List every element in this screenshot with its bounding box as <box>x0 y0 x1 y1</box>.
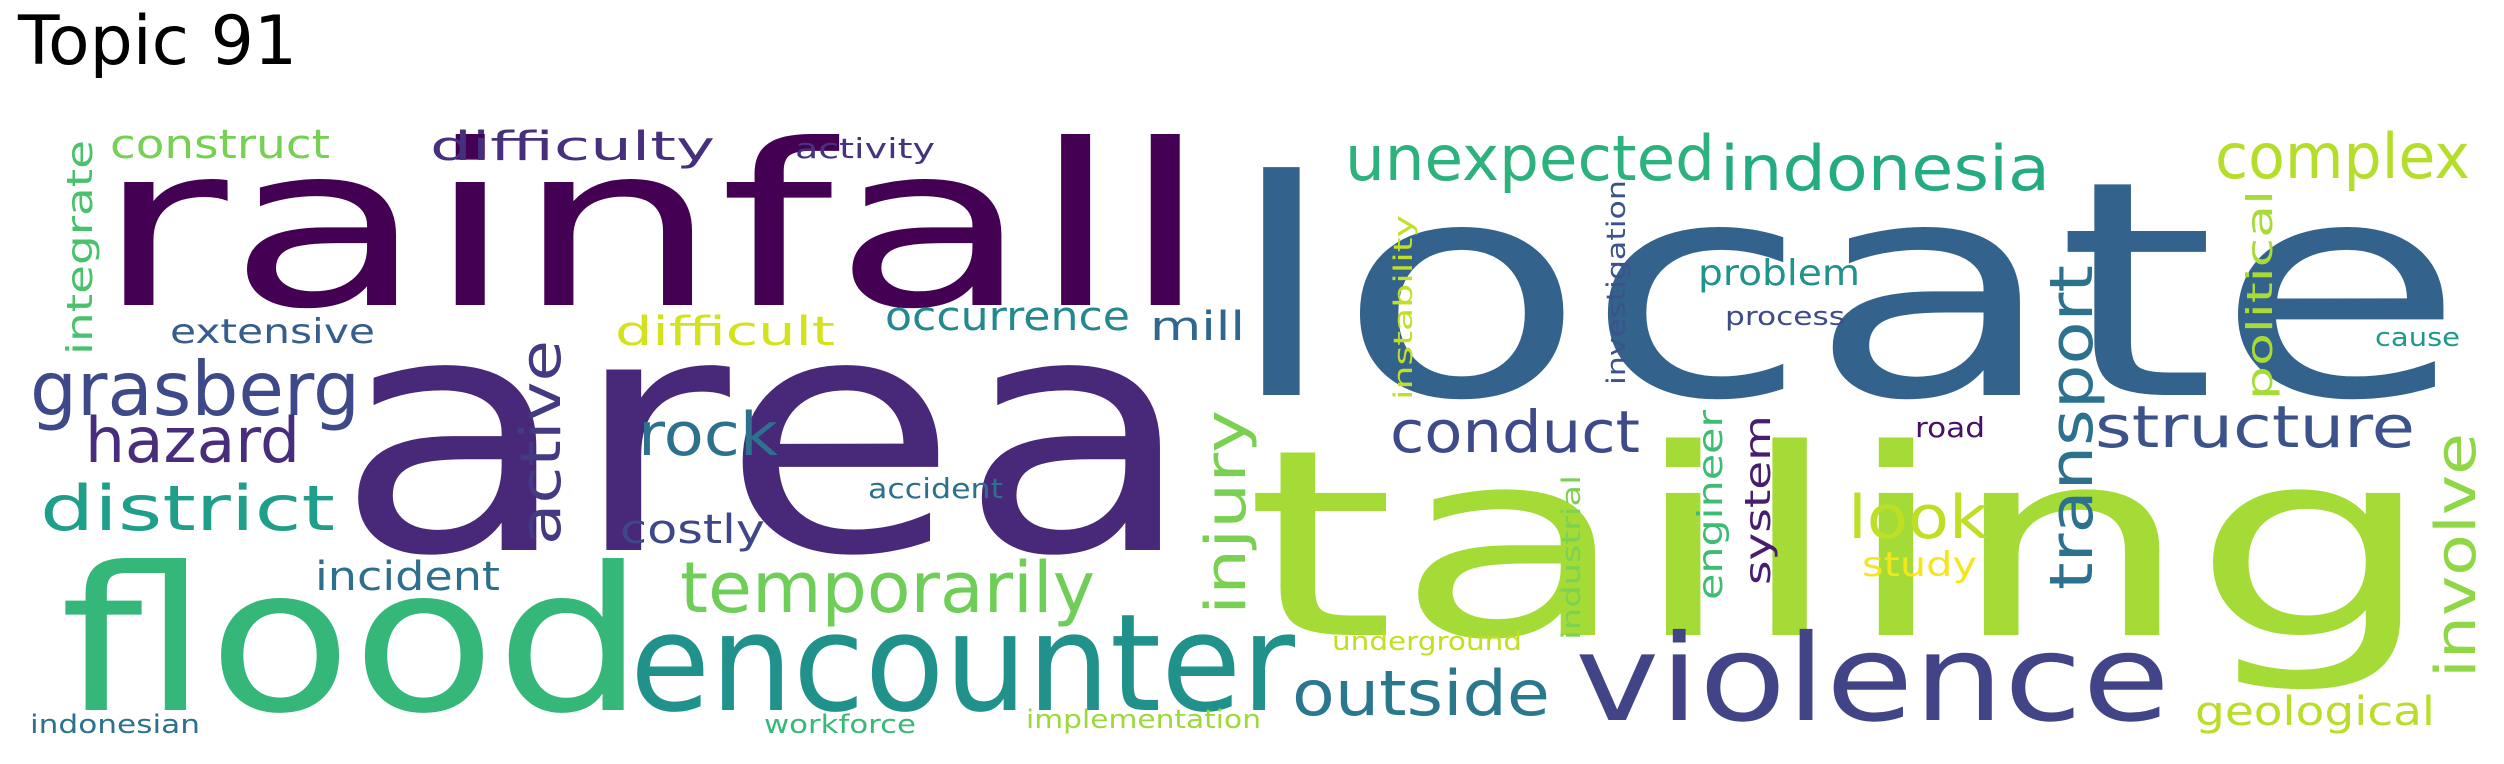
word-hazard: hazard <box>85 404 300 477</box>
word-integrate: integrate <box>60 140 101 355</box>
word-road: road <box>1915 411 1985 444</box>
word-underground: underground <box>1332 627 1522 657</box>
word-structure: structure <box>2095 393 2415 461</box>
word-conduct: conduct <box>1390 398 1640 466</box>
chart-title: Topic 91 <box>18 2 298 81</box>
word-indonesian: indonesian <box>30 710 200 740</box>
word-unexpected: unexpected <box>1345 122 1715 195</box>
word-injury: injury <box>1194 410 1259 615</box>
word-study: study <box>1862 545 1977 585</box>
word-system: system <box>1738 415 1779 585</box>
word-tailing: tailing <box>1245 395 2435 697</box>
word-rock: rock <box>638 400 778 470</box>
word-implementation: implementation <box>1026 705 1261 735</box>
word-difficult: difficult <box>615 309 835 355</box>
word-workforce: workforce <box>764 710 916 740</box>
word-process: process <box>1725 302 1845 332</box>
word-problem: problem <box>1698 253 1860 294</box>
word-occurrence: occurrence <box>885 294 1130 340</box>
word-district: district <box>40 472 335 545</box>
word-engineer: engineer <box>1691 410 1731 600</box>
word-active: active <box>509 340 574 545</box>
word-industrial: industrial <box>1557 475 1587 640</box>
word-rainfall: rainfall <box>95 97 1210 359</box>
word-difficulty: difficulty <box>430 124 715 170</box>
word-investigation: investigation <box>1602 180 1632 385</box>
word-construct: construct <box>110 122 330 168</box>
word-instability: instability <box>1389 215 1419 400</box>
word-area: area <box>335 244 1195 628</box>
word-temporarily: temporarily <box>680 547 1095 629</box>
word-look: look <box>1848 483 1988 553</box>
word-flood: flood <box>60 525 645 758</box>
word-incident: incident <box>315 554 500 600</box>
word-accident: accident <box>868 472 1003 505</box>
word-activity: activity <box>795 132 935 165</box>
word-encounter: encounter <box>630 585 1295 742</box>
word-indonesia: indonesia <box>1720 132 2050 205</box>
word-mill: mill <box>1150 304 1245 350</box>
word-transport: transport <box>2037 265 2107 590</box>
word-geological: geological <box>2195 689 2435 735</box>
word-extensive: extensive <box>170 312 375 352</box>
word-outside: outside <box>1292 657 1550 730</box>
word-political: political <box>2240 190 2281 400</box>
word-cause: cause <box>2375 323 2460 353</box>
word-grasberg: grasberg <box>30 345 360 433</box>
word-costly: costly <box>620 507 765 553</box>
word-complex: complex <box>2215 120 2470 193</box>
word-violence: violence <box>1575 610 2170 749</box>
word-involve: involve <box>2424 433 2489 678</box>
word-locate: locate <box>1225 117 2465 466</box>
